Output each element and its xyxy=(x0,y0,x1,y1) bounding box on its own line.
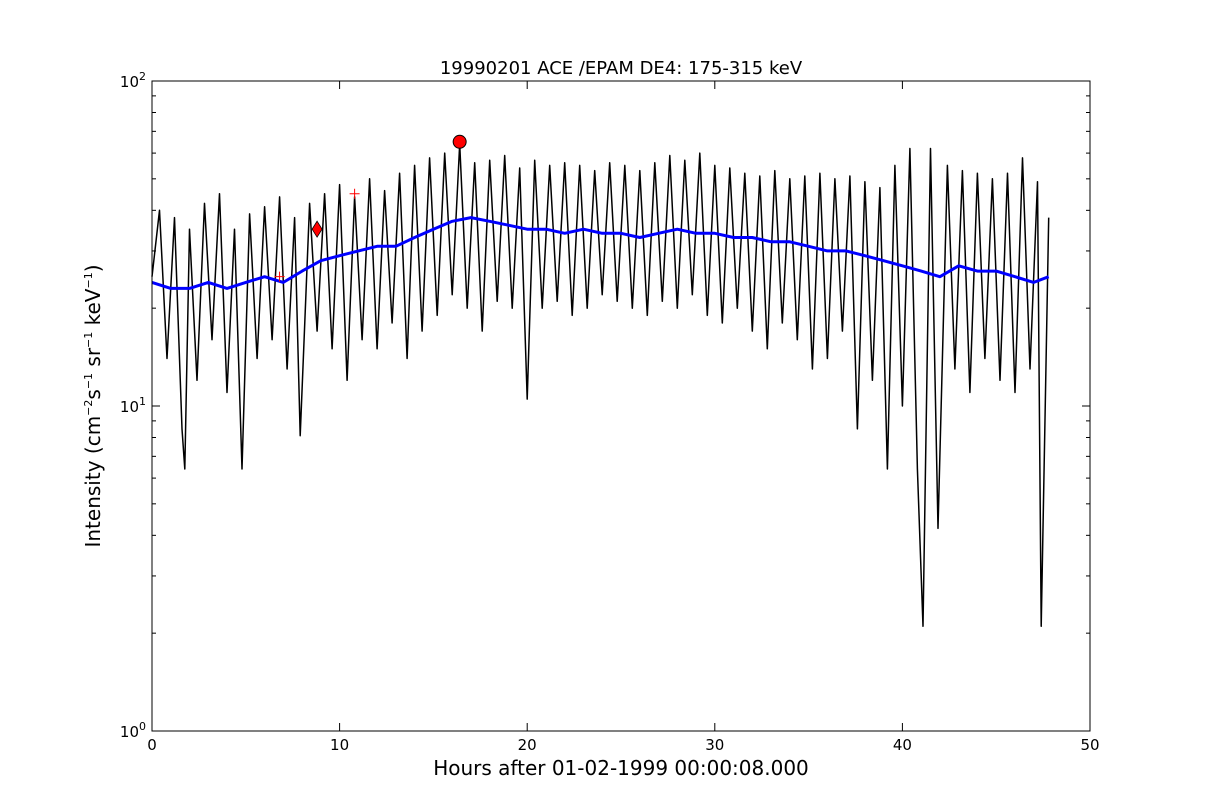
x-axis-label: Hours after 01-02-1999 00:00:08.000 xyxy=(433,756,809,780)
marker-diamond xyxy=(311,220,323,238)
y-label-prefix: Intensity (cm xyxy=(81,416,105,548)
marker-circle xyxy=(452,134,467,149)
axis-tick-labels: 0 10 20 30 40 50 100 101 102 xyxy=(120,70,1100,754)
y-tick-label: 101 xyxy=(120,395,146,416)
axis-ticks xyxy=(151,80,1091,732)
x-tick-label: 40 xyxy=(893,736,912,754)
y-label-sup1: −2 xyxy=(82,400,95,416)
y-label-mid3: keV xyxy=(81,288,105,332)
x-tick-label: 10 xyxy=(330,736,349,754)
y-axis-label: Intensity (cm−2s−1 sr−1 keV−1) xyxy=(81,264,105,547)
y-label-mid2: sr xyxy=(81,347,105,373)
y-label-sup3: −1 xyxy=(82,332,95,348)
plot-markers xyxy=(274,134,467,282)
chart-title: 19990201 ACE /EPAM DE4: 175-315 keV xyxy=(440,58,803,79)
marker-plus xyxy=(349,188,360,199)
y-label-mid1: s xyxy=(81,389,105,399)
series-line-smoothed xyxy=(151,216,1050,290)
y-label-sup4: −1 xyxy=(82,272,95,288)
y-label-suffix: ) xyxy=(81,264,105,272)
x-tick-label: 20 xyxy=(518,736,537,754)
y-label-sup2: −1 xyxy=(82,373,95,389)
x-tick-label: 50 xyxy=(1080,736,1099,754)
x-tick-label: 0 xyxy=(147,736,157,754)
plot-series xyxy=(151,143,1050,628)
y-tick-label: 102 xyxy=(120,70,146,91)
marker-plus xyxy=(274,271,285,282)
y-tick-label: 100 xyxy=(120,720,146,741)
x-tick-label: 30 xyxy=(705,736,724,754)
